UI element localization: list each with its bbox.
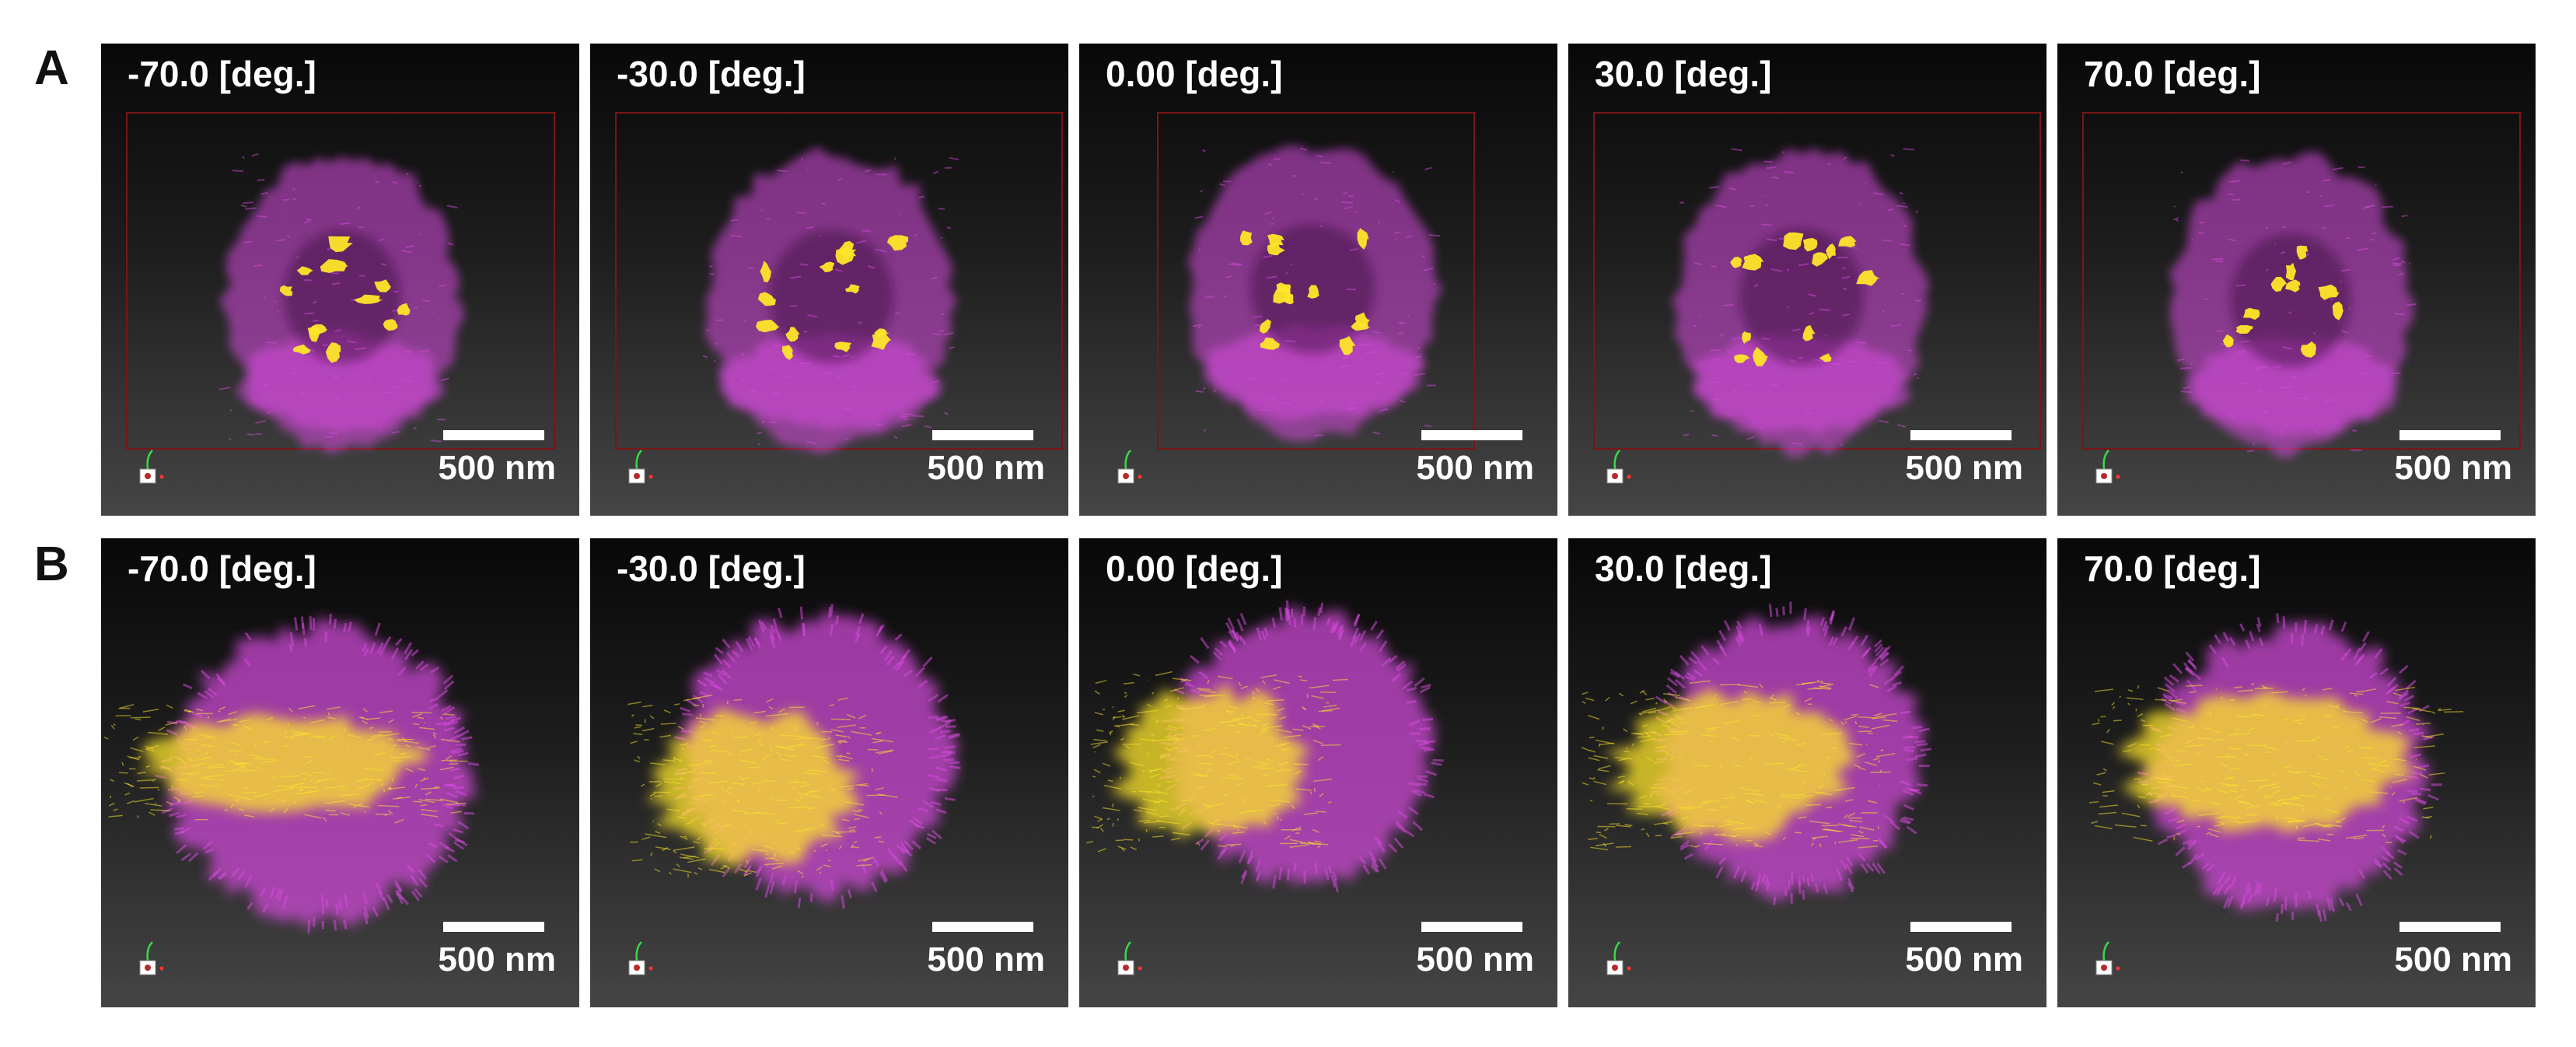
particle-volume xyxy=(218,152,465,454)
feature-clusters xyxy=(1240,228,1371,355)
panel-b-5: 70.0 [deg.] 500 nm xyxy=(2057,538,2536,1007)
orientation-axes-icon xyxy=(139,941,164,975)
particle-volume xyxy=(1672,148,1930,457)
angle-label: 0.00 [deg.] xyxy=(1106,54,1283,94)
row-label-a: A xyxy=(34,41,69,95)
orientation-axes-icon xyxy=(1606,941,1631,975)
panel-a-2: -30.0 [deg.] 500 nm xyxy=(590,44,1068,516)
bounding-box xyxy=(2082,112,2521,450)
scale-bar xyxy=(1910,430,2012,440)
orientation-axes-icon xyxy=(628,450,653,484)
feature-clusters xyxy=(756,235,909,360)
feature-clusters xyxy=(279,236,411,363)
orientation-axes-icon xyxy=(628,941,653,975)
scale-bar xyxy=(2399,430,2501,440)
scale-bar-label: 500 nm xyxy=(1416,449,1534,487)
bounding-box xyxy=(1157,112,1475,450)
scale-bar-label: 500 nm xyxy=(1905,449,2023,487)
scale-bar xyxy=(1910,922,2012,932)
panel-a-3: 0.00 [deg.] 500 nm xyxy=(1079,44,1557,516)
scale-bar-label: 500 nm xyxy=(927,449,1045,487)
specimen-render xyxy=(1581,601,1931,905)
feature-clusters xyxy=(1730,232,1880,366)
angle-label: -70.0 [deg.] xyxy=(128,548,316,589)
scale-bar xyxy=(1421,430,1522,440)
scale-bar-label: 500 nm xyxy=(438,940,556,979)
panel-b-3: 0.00 [deg.] 500 nm xyxy=(1079,538,1557,1007)
specimen-render xyxy=(103,613,480,934)
scale-bar-label: 500 nm xyxy=(2394,940,2512,979)
feature-clusters xyxy=(1085,671,1348,853)
bounding-box xyxy=(1593,112,2041,450)
feature-clusters xyxy=(1581,679,1898,851)
specimen-render xyxy=(2169,151,2417,458)
panel-b-1: -70.0 [deg.] 500 nm xyxy=(101,538,579,1007)
scale-bar-label: 500 nm xyxy=(2394,449,2512,487)
scale-bar xyxy=(932,430,1033,440)
angle-label: 70.0 [deg.] xyxy=(2084,54,2261,94)
angle-label: 30.0 [deg.] xyxy=(1595,548,1772,589)
scale-bar xyxy=(2399,922,2501,932)
scale-bar-label: 500 nm xyxy=(1905,940,2023,979)
feature-clusters xyxy=(2222,245,2344,358)
feature-clusters xyxy=(103,704,468,824)
specimen-render xyxy=(1187,145,1445,442)
scale-bar-label: 500 nm xyxy=(927,940,1045,979)
angle-label: -70.0 [deg.] xyxy=(128,54,316,94)
orientation-axes-icon xyxy=(1606,450,1631,484)
orientation-axes-icon xyxy=(139,450,164,484)
scale-bar xyxy=(932,922,1033,932)
orientation-axes-icon xyxy=(2095,941,2120,975)
panel-a-5: 70.0 [deg.] 500 nm xyxy=(2057,44,2536,516)
row-label-b: B xyxy=(34,538,69,591)
specimen-render xyxy=(627,604,961,909)
angle-label: 70.0 [deg.] xyxy=(2084,548,2261,589)
specimen-render xyxy=(218,152,465,454)
feature-clusters xyxy=(627,694,898,878)
panel-b-4: 30.0 [deg.] 500 nm xyxy=(1568,538,2046,1007)
scale-bar-label: 500 nm xyxy=(1416,940,1534,979)
angle-label: -30.0 [deg.] xyxy=(617,54,806,94)
scale-bar-label: 500 nm xyxy=(438,449,556,487)
specimen-render xyxy=(1085,600,1444,893)
bounding-box xyxy=(615,112,1063,450)
feature-clusters xyxy=(2088,682,2464,844)
panel-b-2: -30.0 [deg.] 500 nm xyxy=(590,538,1068,1007)
particle-volume xyxy=(702,146,959,454)
angle-label: 30.0 [deg.] xyxy=(1595,54,1772,94)
angle-label: 0.00 [deg.] xyxy=(1106,548,1283,589)
panel-a-1: -70.0 [deg.] 500 nm xyxy=(101,44,579,516)
orientation-axes-icon xyxy=(2095,450,2120,484)
specimen-render xyxy=(2088,613,2464,923)
orientation-axes-icon xyxy=(1117,941,1142,975)
scale-bar xyxy=(1421,922,1522,932)
particle-volume xyxy=(2169,151,2417,458)
panel-a-4: 30.0 [deg.] 500 nm xyxy=(1568,44,2046,516)
scale-bar xyxy=(443,922,544,932)
scale-bar xyxy=(443,430,544,440)
specimen-render xyxy=(702,146,959,454)
angle-label: -30.0 [deg.] xyxy=(617,548,806,589)
specimen-render xyxy=(1672,148,1930,457)
orientation-axes-icon xyxy=(1117,450,1142,484)
